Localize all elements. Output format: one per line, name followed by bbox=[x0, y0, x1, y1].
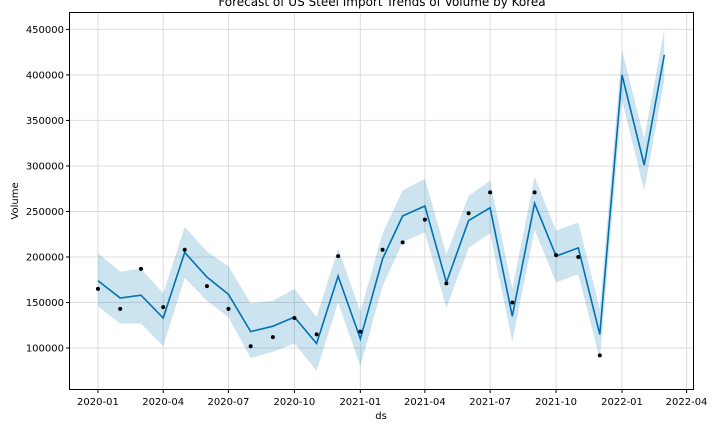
data-point bbox=[444, 281, 449, 286]
data-point bbox=[161, 305, 166, 310]
x-tick-label: 2022-01 bbox=[601, 397, 643, 408]
actual-points bbox=[95, 190, 602, 358]
data-point bbox=[532, 190, 537, 195]
data-point bbox=[554, 253, 559, 258]
data-point bbox=[314, 332, 319, 337]
y-axis-label: Volume bbox=[10, 182, 21, 219]
forecast-line bbox=[97, 54, 666, 346]
data-point bbox=[380, 247, 385, 252]
x-tick-label: 2020-10 bbox=[273, 397, 315, 408]
grid-lines bbox=[70, 13, 693, 389]
y-tick-label: 400000 bbox=[26, 70, 64, 81]
x-axis-label: ds bbox=[375, 411, 387, 422]
y-tick-label: 100000 bbox=[26, 344, 64, 355]
y-axis-ticks: 100000 150000 200000 250000 300000 350000 4000… bbox=[26, 25, 70, 355]
x-axis-ticks: 2020-01 2020-04 2020-07 2020-10 2021-01 2021-… bbox=[77, 389, 707, 408]
data-point bbox=[270, 335, 275, 340]
data-point bbox=[95, 286, 100, 291]
data-point bbox=[510, 300, 515, 305]
data-point bbox=[138, 266, 143, 271]
x-tick-label: 2021-10 bbox=[535, 397, 577, 408]
data-point bbox=[597, 353, 602, 358]
data-point bbox=[400, 240, 405, 245]
uncertainty-band bbox=[98, 29, 665, 371]
x-tick-label: 2020-07 bbox=[208, 397, 250, 408]
data-point bbox=[118, 306, 123, 311]
y-tick-label: 150000 bbox=[26, 298, 64, 309]
x-tick-label: 2022-04 bbox=[666, 397, 708, 408]
data-point bbox=[226, 306, 231, 311]
data-point bbox=[422, 217, 427, 222]
x-tick-label: 2021-04 bbox=[404, 397, 446, 408]
data-point bbox=[576, 254, 581, 259]
y-tick-label: 200000 bbox=[26, 252, 64, 263]
y-tick-label: 350000 bbox=[26, 116, 64, 127]
x-tick-label: 2020-01 bbox=[77, 397, 119, 408]
data-point bbox=[292, 315, 297, 320]
x-tick-label: 2021-07 bbox=[469, 397, 511, 408]
data-point bbox=[466, 211, 471, 216]
y-tick-label: 450000 bbox=[26, 25, 64, 36]
y-tick-label: 250000 bbox=[26, 207, 64, 218]
data-point bbox=[248, 344, 253, 349]
data-point bbox=[358, 329, 363, 334]
data-point bbox=[182, 247, 187, 252]
data-point bbox=[204, 284, 209, 289]
plot-frame bbox=[69, 12, 694, 390]
x-tick-label: 2021-01 bbox=[339, 397, 381, 408]
y-tick-label: 300000 bbox=[26, 161, 64, 172]
data-point bbox=[336, 254, 341, 259]
chart-title: Forecast of US Steel Import Trends of Vo… bbox=[218, 0, 545, 9]
x-tick-label: 2020-04 bbox=[142, 397, 184, 408]
data-point bbox=[488, 190, 493, 195]
